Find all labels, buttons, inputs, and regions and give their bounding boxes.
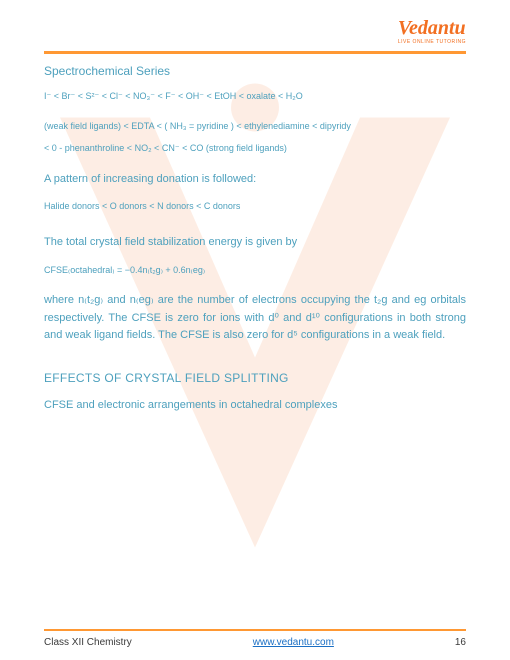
effects-intro: CFSE and electronic arrangements in octa… (44, 397, 466, 415)
cfse-explain: where n₍t₂g₎ and n₍eg₎ are the number of… (44, 292, 466, 345)
footer-divider (44, 629, 466, 631)
cfse-formula: CFSE₍octahedral₎ = −0.4n₍t₂g₎ + 0.6n₍eg₎ (44, 262, 466, 278)
heading-effects: EFFECTS OF CRYSTAL FIELD SPLITTING (44, 371, 466, 385)
top-divider (44, 51, 466, 54)
footer-page: 16 (455, 637, 466, 648)
page-footer: Class XII Chemistry www.vedantu.com 16 (44, 629, 466, 648)
page-content: Vedantu LIVE ONLINE TUTORING Spectrochem… (0, 0, 510, 415)
heading-spectrochemical: Spectrochemical Series (44, 64, 466, 78)
series-line-1: I⁻ < Br⁻ < S²⁻ < Cl⁻ < NO₃⁻ < F⁻ < OH⁻ <… (44, 88, 466, 104)
pattern-intro: A pattern of increasing donation is foll… (44, 171, 466, 189)
logo-tagline: LIVE ONLINE TUTORING (398, 39, 466, 45)
footer-link[interactable]: www.vedantu.com (253, 637, 334, 648)
logo-text: Vedantu (398, 18, 466, 38)
donor-series: Halide donors < O donors < N donors < C … (44, 198, 466, 214)
footer-class: Class XII Chemistry (44, 637, 132, 648)
series-line-2a: (weak field ligands) < EDTA < ( NH₃ = py… (44, 118, 466, 134)
series-line-2b: < 0 - phenanthroline < NO₂ < CN⁻ < CO (s… (44, 140, 466, 156)
logo-block: Vedantu LIVE ONLINE TUTORING (44, 18, 466, 45)
cfse-intro: The total crystal field stabilization en… (44, 234, 466, 252)
